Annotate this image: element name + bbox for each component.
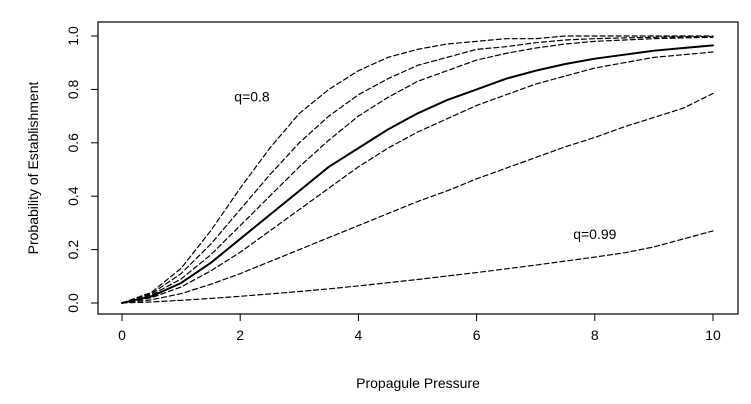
annotation-label-2: q=0.99 bbox=[573, 226, 616, 242]
y-tick-label: 0.0 bbox=[65, 293, 81, 313]
series-line-7 bbox=[121, 230, 714, 304]
y-tick-label: 0.8 bbox=[65, 79, 81, 99]
series-line-1 bbox=[121, 35, 714, 304]
series-line-6 bbox=[121, 92, 714, 304]
x-tick-label: 10 bbox=[705, 327, 721, 343]
x-tick-label: 4 bbox=[355, 327, 363, 343]
x-tick-label: 0 bbox=[118, 327, 126, 343]
y-axis: 0.0 0.2 0.4 0.6 0.8 1.0 bbox=[65, 26, 99, 313]
y-tick-label: 0.4 bbox=[65, 186, 81, 206]
series-line-2 bbox=[121, 35, 714, 304]
series-line-3 bbox=[121, 36, 714, 304]
x-axis-title: Propagule Pressure bbox=[356, 375, 480, 391]
series-line-5 bbox=[121, 51, 714, 304]
annotation-label-1: q=0.8 bbox=[234, 88, 270, 104]
y-tick-label: 1.0 bbox=[65, 26, 81, 46]
annotations: q=0.8 q=0.99 bbox=[234, 88, 616, 242]
y-tick-label: 0.2 bbox=[65, 240, 81, 260]
x-tick-label: 2 bbox=[236, 327, 244, 343]
y-axis-title: Probability of Establishment bbox=[25, 82, 41, 255]
x-tick-label: 6 bbox=[473, 327, 481, 343]
y-tick-label: 0.6 bbox=[65, 133, 81, 153]
x-axis: 0 2 4 6 8 10 bbox=[118, 313, 721, 343]
series-lines bbox=[121, 35, 714, 304]
x-tick-label: 8 bbox=[591, 327, 599, 343]
series-line-4 bbox=[121, 44, 714, 304]
